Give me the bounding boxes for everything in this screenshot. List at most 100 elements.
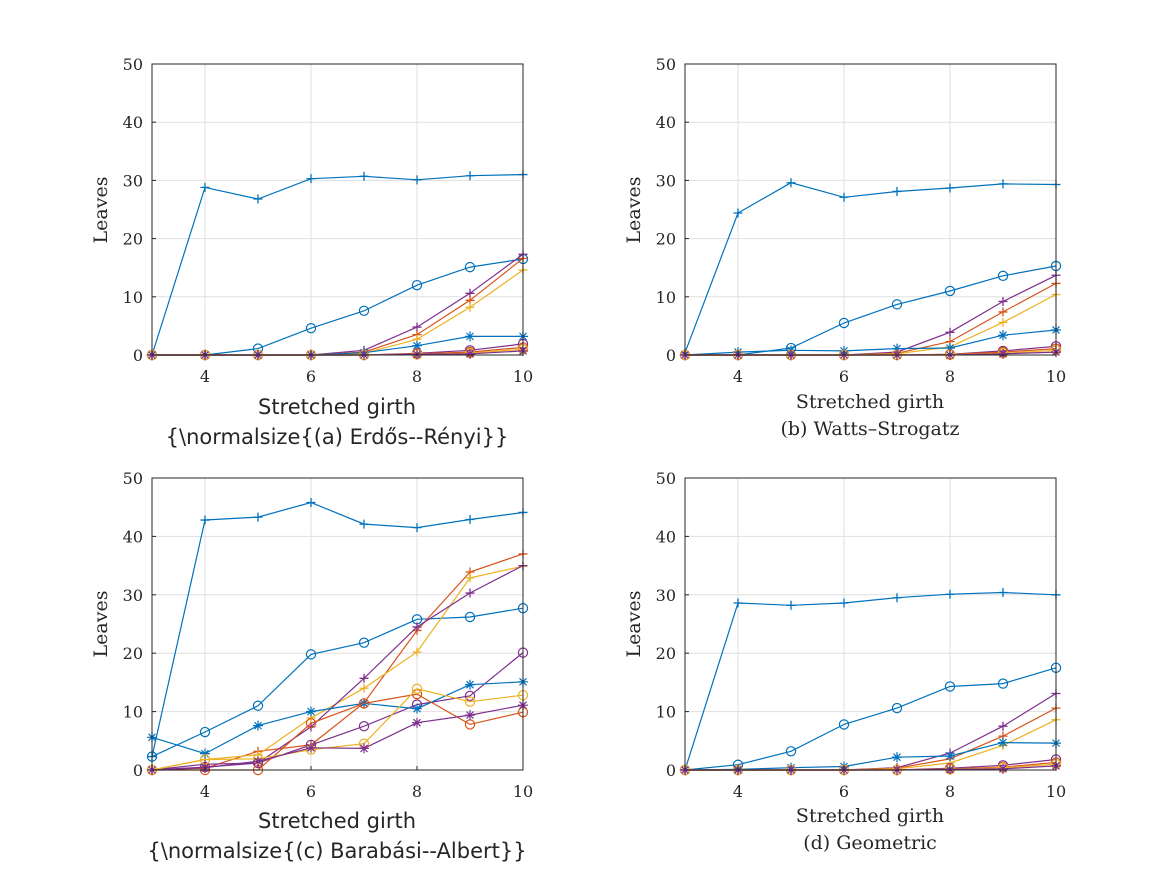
data-point-plus (733, 208, 743, 218)
data-point-plus (465, 302, 475, 312)
data-point-plus (465, 573, 475, 583)
data-point-plus (465, 514, 475, 524)
data-point-plus (998, 307, 1008, 317)
data-point-plus (412, 175, 422, 185)
y-tick-label: 50 (123, 469, 143, 488)
y-tick-label: 0 (666, 761, 676, 780)
data-point-plus (998, 587, 1008, 597)
x-tick-label: 4 (733, 367, 743, 386)
data-point-circle (358, 698, 370, 709)
data-point-plus (359, 673, 369, 683)
series-line (151, 607, 524, 758)
data-point-circle (997, 678, 1009, 689)
x-tick-label: 8 (945, 782, 955, 801)
series-line (684, 182, 1057, 353)
data-point-plus (253, 512, 263, 522)
y-tick-label: 40 (123, 527, 143, 546)
data-point-circle (411, 683, 423, 695)
data-point-circle (944, 285, 956, 297)
y-tick-label: 0 (133, 346, 143, 365)
data-point-plus (892, 593, 902, 603)
series-line (151, 174, 524, 356)
panel-d-ylabel: Leaves (623, 591, 645, 658)
data-point-star (465, 679, 475, 690)
data-point-circle (464, 611, 476, 623)
panel-a-grid (152, 63, 524, 356)
x-tick-label: 6 (839, 782, 849, 801)
y-tick-label: 10 (123, 703, 143, 722)
data-point-circle (252, 700, 264, 711)
data-point-plus (945, 183, 955, 193)
data-point-plus (412, 322, 422, 332)
data-point-circle (411, 279, 423, 291)
data-point-star (998, 763, 1008, 774)
data-point-plus (839, 598, 849, 608)
data-point-plus (465, 588, 475, 598)
data-point-plus (200, 515, 210, 525)
data-point-plus (945, 327, 955, 337)
data-point-star (945, 750, 955, 761)
series-line (685, 282, 1057, 356)
data-point-star (412, 340, 422, 351)
series-line (152, 253, 524, 356)
x-tick-label: 8 (412, 782, 422, 801)
panel-c-caption: {\normalsize{(c) Barabási--Albert}} (147, 839, 526, 863)
data-point-plus (892, 186, 902, 196)
x-tick-label: 10 (1046, 782, 1066, 801)
data-point-star (465, 348, 475, 359)
series-line (151, 565, 524, 771)
data-point-plus (998, 179, 1008, 189)
x-tick-label: 10 (513, 367, 533, 386)
data-point-circle (305, 323, 317, 334)
data-point-plus (306, 498, 316, 508)
data-point-plus (253, 194, 263, 204)
data-point-star (412, 703, 422, 714)
series-line (151, 501, 524, 757)
data-point-star (359, 743, 369, 754)
panel-c-series (146, 498, 529, 776)
data-point-plus (786, 600, 796, 610)
x-tick-label: 4 (733, 782, 743, 801)
data-point-star (412, 717, 422, 728)
y-tick-label: 40 (656, 113, 676, 132)
data-point-circle (464, 696, 476, 707)
data-point-plus (359, 171, 369, 181)
data-point-star (998, 348, 1008, 359)
x-tick-label: 6 (306, 782, 316, 801)
data-point-plus (359, 519, 369, 529)
data-point-circle (997, 270, 1009, 282)
data-point-star (892, 343, 902, 354)
panel-c-xlabel: Stretched girth (258, 809, 416, 833)
x-tick-label: 4 (200, 782, 210, 801)
panel-b-ticks: 4 6 8 10 0 10 20 30 40 50 (656, 55, 1067, 386)
panel-c-grid (152, 477, 524, 771)
x-tick-label: 6 (839, 367, 849, 386)
series-line (151, 688, 524, 771)
data-point-star (306, 706, 316, 717)
y-tick-label: 10 (123, 288, 143, 307)
panel-d-ticks: 4 6 8 10 0 10 20 30 40 50 (656, 469, 1067, 801)
data-point-plus (945, 589, 955, 599)
data-point-circle (464, 690, 476, 702)
data-point-plus (998, 721, 1008, 731)
data-point-plus (998, 296, 1008, 306)
y-tick-label: 30 (656, 171, 676, 190)
data-point-circle (305, 718, 317, 729)
data-point-plus (359, 683, 369, 693)
panel-a-series (146, 170, 529, 361)
y-tick-label: 40 (656, 527, 676, 546)
y-tick-label: 20 (656, 230, 676, 249)
panel-a-ticks: 4 6 8 10 0 10 20 30 40 50 (123, 55, 534, 386)
data-point-plus (998, 317, 1008, 327)
panel-a-axes-box (151, 63, 524, 356)
x-tick-label: 10 (513, 782, 533, 801)
data-point-plus (465, 171, 475, 181)
y-tick-label: 30 (656, 586, 676, 605)
data-point-circle (891, 702, 903, 714)
series-line (152, 258, 524, 356)
series-line (152, 269, 524, 356)
y-tick-label: 0 (666, 346, 676, 365)
